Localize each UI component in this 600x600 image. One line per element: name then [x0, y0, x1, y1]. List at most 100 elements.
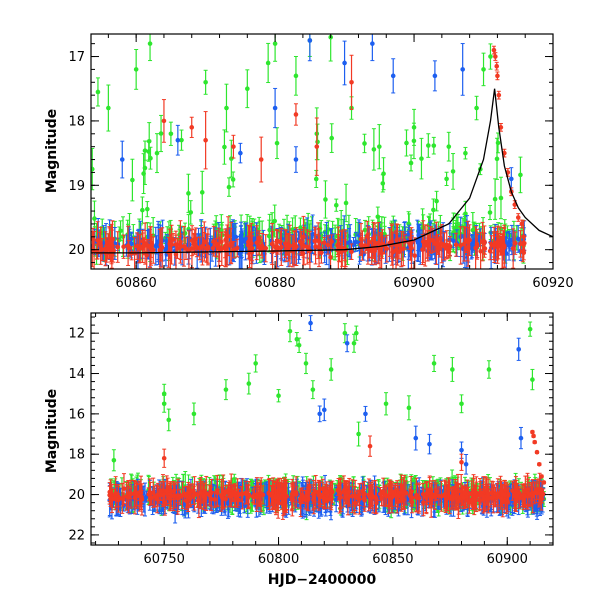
red-data-point: [374, 486, 379, 514]
red-data-point: [181, 226, 187, 267]
green-outlier-point: [168, 121, 174, 146]
green-outlier-point: [245, 69, 250, 109]
blue-outlier-point: [175, 124, 181, 156]
red-data-point: [521, 245, 527, 261]
green-data-point: [274, 127, 280, 160]
y-tick-label: 14: [68, 367, 85, 382]
red-data-point: [98, 226, 103, 265]
red-data-point: [370, 480, 376, 514]
green-outlier-point: [253, 354, 258, 373]
red-data-point: [134, 232, 140, 260]
red-outlier-point: [314, 117, 320, 176]
green-data-point: [450, 153, 456, 190]
green-data-point: [266, 219, 272, 253]
red-data-point: [383, 484, 389, 507]
red-data-point: [325, 491, 330, 509]
plot-area: [91, 34, 553, 269]
green-outlier-point: [303, 352, 309, 375]
red-data-point: [158, 489, 163, 501]
green-outlier-point: [133, 49, 139, 90]
red-flare-point: [496, 90, 502, 100]
red-data-point: [330, 480, 335, 504]
red-data-point: [212, 491, 217, 508]
green-data-point: [130, 158, 135, 202]
red-data-point: [522, 235, 527, 251]
red-data-point: [474, 233, 480, 258]
red-data-point: [518, 230, 523, 258]
red-outlier-point: [203, 111, 208, 170]
red-data-point: [393, 233, 399, 259]
red-outlier-point: [367, 435, 373, 457]
red-data-point: [537, 472, 542, 506]
red-data-point: [137, 480, 142, 512]
green-data-point: [333, 198, 339, 212]
red-data-point: [141, 237, 147, 256]
red-outlier-point: [189, 116, 195, 138]
green-data-point: [323, 180, 328, 219]
y-tick-label: 22: [68, 528, 85, 543]
green-outlier-point: [377, 124, 382, 170]
green-data-point: [381, 157, 386, 191]
green-data-point: [463, 146, 468, 160]
red-data-point: [279, 228, 284, 266]
green-data-point: [492, 178, 498, 220]
red-data-point: [513, 479, 519, 513]
red-outlier-point: [231, 134, 236, 159]
green-data-point: [315, 123, 320, 161]
y-tick-label: 19: [68, 179, 85, 194]
red-data-point: [414, 477, 419, 513]
x-tick-label: 60750: [144, 552, 185, 567]
red-data-point: [154, 484, 160, 514]
red-data-point: [458, 226, 463, 265]
red-flare-point: [495, 71, 500, 81]
red-data-point: [175, 478, 181, 513]
x-tick-label: 60880: [254, 276, 295, 291]
red-data-point: [204, 233, 209, 263]
red-data-point: [282, 480, 287, 515]
red-outlier-point: [459, 453, 464, 471]
y-tick-label: 12: [68, 327, 85, 342]
red-outlier-point: [161, 99, 167, 143]
y-tick-label: 17: [68, 50, 85, 65]
green-outlier-point: [203, 69, 208, 95]
green-data-point: [199, 170, 205, 214]
red-data-point: [442, 479, 447, 510]
red-data-point: [346, 477, 352, 506]
red-data-point: [240, 478, 245, 510]
red-outlier-point: [293, 103, 299, 126]
red-data-point: [291, 481, 297, 507]
red-data-point: [201, 482, 206, 511]
x-tick-label: 60800: [258, 552, 299, 567]
red-data-point: [223, 484, 228, 501]
red-data-point: [183, 237, 189, 260]
red-data-point: [510, 228, 516, 269]
red-data-point: [496, 232, 501, 260]
red-data-point: [428, 482, 434, 518]
red-data-point: [182, 486, 187, 502]
red-data-point: [150, 477, 156, 508]
green-data-point: [362, 133, 367, 154]
red-data-point: [482, 485, 487, 513]
red-data-point: [512, 231, 518, 255]
blue-outlier-point: [342, 40, 347, 86]
green-outlier-point: [406, 395, 412, 421]
red-data-point: [321, 236, 327, 249]
red-data-point: [255, 482, 261, 507]
green-outlier-point: [488, 43, 493, 70]
green-outlier-point: [310, 380, 316, 400]
green-outlier-point: [191, 402, 197, 426]
top-panel: 60860 60880 60900 60920 17 18 19 20: [68, 33, 574, 291]
red-data-point: [231, 240, 237, 259]
red-data-point: [491, 231, 496, 261]
red-data-point: [269, 222, 275, 265]
y-tick-label: 20: [68, 488, 85, 503]
red-data-point: [246, 224, 251, 260]
green-outlier-point: [450, 357, 455, 382]
x-tick-label: 60850: [372, 552, 413, 567]
red-data-point: [203, 475, 209, 511]
green-data-point: [434, 190, 439, 212]
green-outlier-point: [481, 52, 486, 87]
red-data-point: [234, 238, 240, 258]
green-data-point: [487, 204, 493, 221]
red-data-point: [378, 487, 383, 502]
